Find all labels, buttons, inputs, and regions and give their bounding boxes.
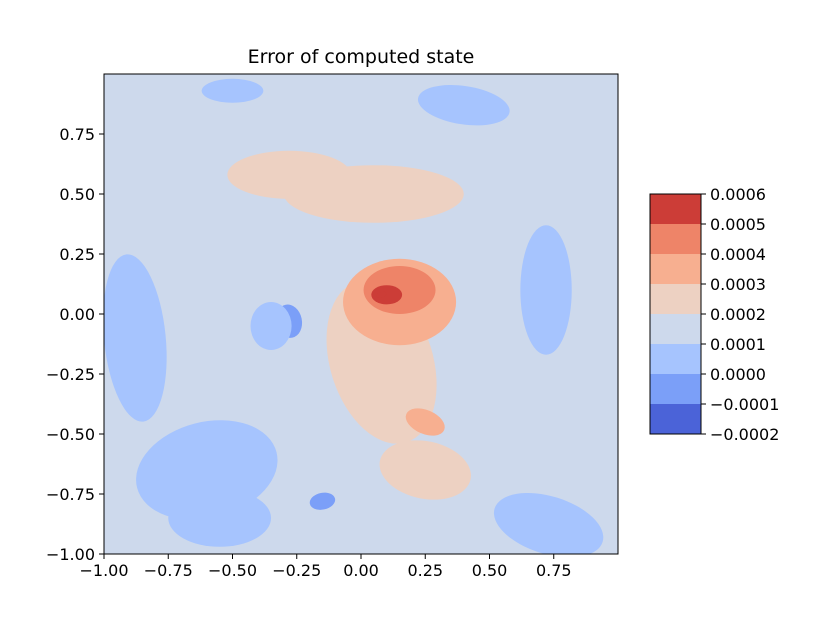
colorbar-band — [650, 194, 701, 224]
x-tick-label: 0.25 — [407, 561, 443, 580]
colorbar-tick-label: −0.0002 — [710, 425, 779, 444]
contour-region — [371, 285, 403, 305]
x-tick-label: 0.50 — [472, 561, 508, 580]
chart-title: Error of computed state — [248, 46, 475, 68]
y-tick-label: −0.25 — [46, 365, 95, 384]
colorbar-tick-label: 0.0001 — [710, 335, 766, 354]
x-tick-label: 0.75 — [536, 561, 572, 580]
colorbar: −0.0002 −0.0001 0.0000 0.0001 0.0002 0.0003 0.… — [649, 185, 779, 444]
colorbar-band — [650, 314, 701, 344]
colorbar-tick-label: 0.0006 — [710, 185, 766, 204]
x-tick-label: −0.75 — [144, 561, 193, 580]
y-tick-label: 0.75 — [59, 125, 95, 144]
x-tick-label: −0.25 — [272, 561, 321, 580]
contour-region — [201, 78, 264, 103]
y-tick-label: −0.50 — [46, 425, 95, 444]
y-tick-label: −0.75 — [46, 485, 95, 504]
plot-area — [104, 74, 618, 554]
colorbar-tick-label: −0.0001 — [710, 395, 779, 414]
colorbar-tick-label: 0.0000 — [710, 365, 766, 384]
colorbar-tick-label: 0.0003 — [710, 275, 766, 294]
x-tick-label: 0.00 — [343, 561, 379, 580]
contour-region — [309, 492, 336, 510]
x-axis: −1.00 −0.75 −0.50 −0.25 0.00 0.25 0.50 0.75 — [79, 554, 572, 580]
contour-region — [405, 408, 445, 436]
contour-region — [520, 225, 572, 355]
y-tick-label: 0.25 — [59, 245, 95, 264]
y-tick-label: −1.00 — [46, 545, 95, 564]
contour-region — [283, 165, 464, 223]
colorbar-band — [650, 254, 701, 284]
colorbar-band — [650, 224, 701, 254]
contour-region — [250, 302, 292, 350]
x-tick-label: −1.00 — [79, 561, 128, 580]
contour-region — [104, 254, 167, 422]
colorbar-tick-label: 0.0002 — [710, 305, 766, 324]
colorbar-band — [650, 404, 701, 434]
colorbar-tick-label: 0.0004 — [710, 245, 766, 264]
x-tick-label: −0.50 — [208, 561, 257, 580]
contour-region — [417, 84, 510, 126]
y-axis: −1.00 −0.75 −0.50 −0.25 0.00 0.25 0.50 0.75 — [46, 125, 104, 564]
y-tick-label: 0.50 — [59, 185, 95, 204]
colorbar-band — [650, 374, 701, 404]
colorbar-band — [650, 284, 701, 314]
contour-region — [379, 440, 471, 500]
contour-region — [168, 489, 272, 547]
contour-region — [376, 291, 387, 298]
contour-layers — [104, 78, 604, 554]
colorbar-tick-label: 0.0005 — [710, 215, 766, 234]
contour-region — [493, 493, 604, 554]
colorbar-band — [650, 344, 701, 374]
y-tick-label: 0.00 — [59, 305, 95, 324]
